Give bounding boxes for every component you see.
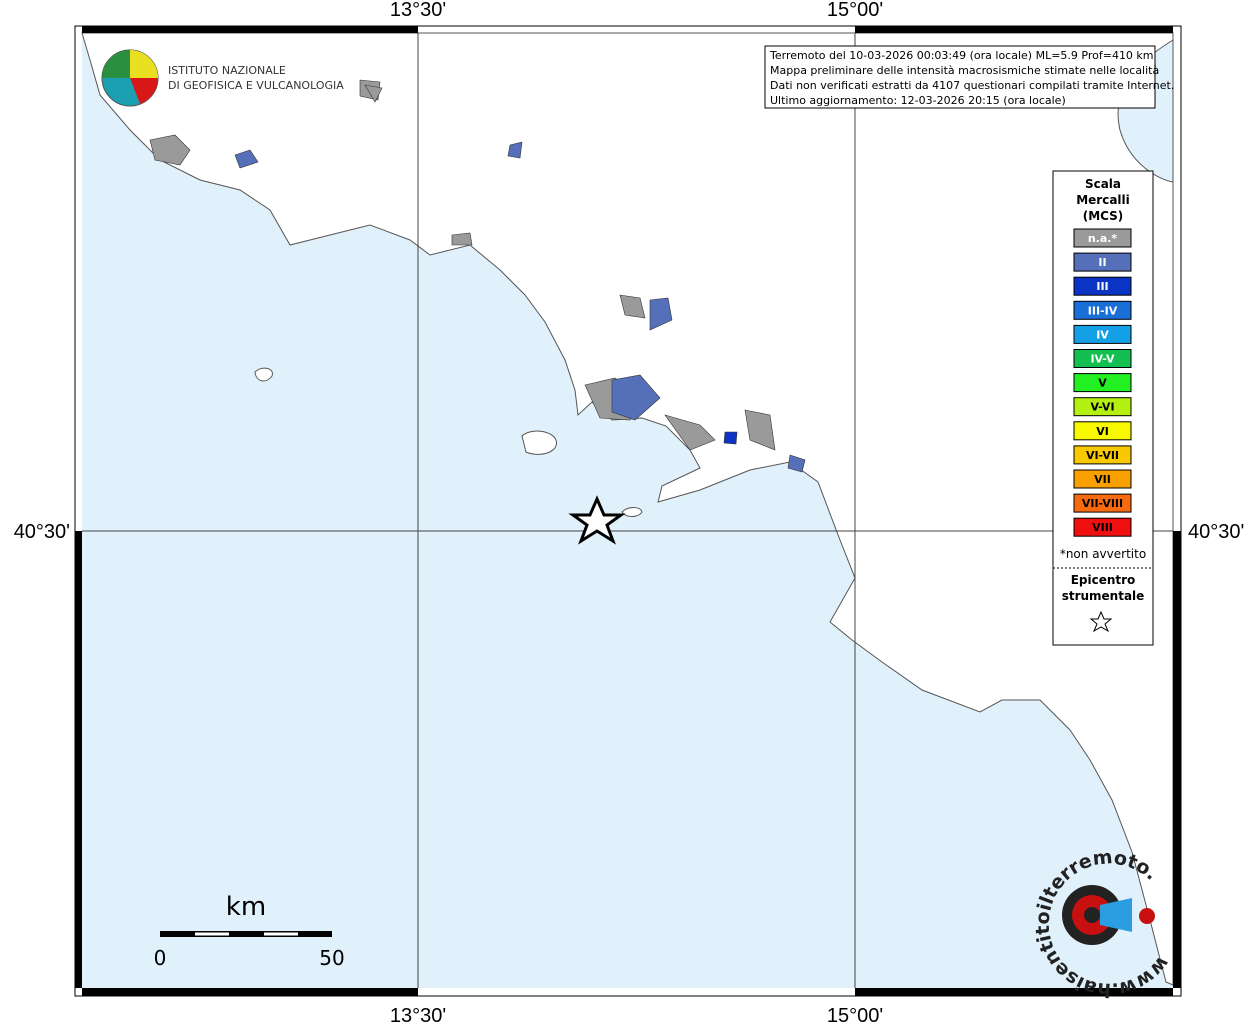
- lon-label: 15°00': [827, 0, 883, 21]
- intensity-areas: [149, 79, 806, 473]
- legend: ScalaMercalli(MCS)n.a.*IIIIIIII-IVIVIV-V…: [1052, 170, 1154, 646]
- legend-label: V-VI: [1090, 401, 1114, 414]
- legend-label: II: [1098, 256, 1106, 269]
- legend-label: V: [1098, 377, 1107, 390]
- legend-label: IV-V: [1090, 353, 1115, 366]
- legend-swatch: [1073, 228, 1132, 248]
- island: [621, 507, 643, 517]
- scale-bar: km 0 50: [154, 892, 345, 970]
- legend-swatch: [1073, 421, 1132, 441]
- legend-title: Mercalli: [1076, 193, 1130, 207]
- legend-swatch: [1073, 493, 1132, 513]
- legend-note: *non avvertito: [1060, 547, 1146, 561]
- legend-label: III: [1096, 280, 1108, 293]
- logo-text: ISTITUTO NAZIONALE: [168, 64, 286, 77]
- legend-title: Scala: [1085, 177, 1121, 191]
- legend-title: (MCS): [1083, 209, 1124, 223]
- legend-swatch: [1073, 373, 1132, 393]
- legend-swatch: [1073, 324, 1132, 344]
- legend-label: VI-VII: [1086, 449, 1119, 462]
- info-line: Mappa preliminare delle intensità macros…: [770, 64, 1159, 77]
- info-line: Ultimo aggiornamento: 12-03-2026 20:15 (…: [770, 94, 1066, 107]
- legend-star: [1089, 610, 1113, 633]
- graticule: [82, 33, 1173, 988]
- legend-label: VIII: [1092, 521, 1113, 534]
- epicenter: [568, 495, 626, 545]
- legend-swatch: [1073, 517, 1132, 537]
- logo-text: DI GEOFISICA E VULCANOLOGIA: [168, 79, 344, 92]
- legend-epicenter: strumentale: [1062, 589, 1145, 603]
- legend-label: VII: [1094, 473, 1111, 486]
- frame-bars: [75, 26, 1181, 996]
- land: [81, 32, 1174, 986]
- legend-label: n.a.*: [1088, 232, 1118, 245]
- legend-swatch: [1073, 300, 1132, 320]
- legend-swatch: [1073, 252, 1132, 272]
- legend-swatch: [1073, 469, 1132, 489]
- island: [254, 367, 273, 382]
- legend-swatch: [1073, 349, 1132, 368]
- legend-swatch: [1073, 276, 1132, 296]
- scale-label: 50: [319, 946, 344, 970]
- lat-label: 40°30': [1188, 521, 1244, 543]
- legend-label: VII-VIII: [1082, 497, 1123, 510]
- legend-label: IV: [1096, 328, 1109, 341]
- info-line: Terremoto del 10-03-2026 00:03:49 (ora l…: [769, 49, 1154, 62]
- scale-label: 0: [154, 946, 167, 970]
- island: [521, 430, 557, 455]
- legend-label: VI: [1096, 425, 1109, 438]
- logo: ISTITUTO NAZIONALE DI GEOFISICA E VULCAN…: [101, 49, 344, 107]
- lon-label: 13°30': [390, 1005, 446, 1024]
- legend-label: III-IV: [1088, 304, 1118, 317]
- lat-label: 40°30': [14, 521, 70, 543]
- legend-swatch: [1073, 397, 1132, 417]
- lon-label: 15°00': [827, 1005, 883, 1024]
- scale-unit: km: [226, 892, 266, 922]
- legend-epicenter: Epicentro: [1071, 573, 1136, 587]
- info-box: Terremoto del 10-03-2026 00:03:49 (ora l…: [764, 45, 1174, 109]
- info-line: Dati non verificati estratti da 4107 que…: [770, 79, 1174, 92]
- lon-label: 13°30': [390, 0, 446, 21]
- legend-swatch: [1073, 445, 1132, 465]
